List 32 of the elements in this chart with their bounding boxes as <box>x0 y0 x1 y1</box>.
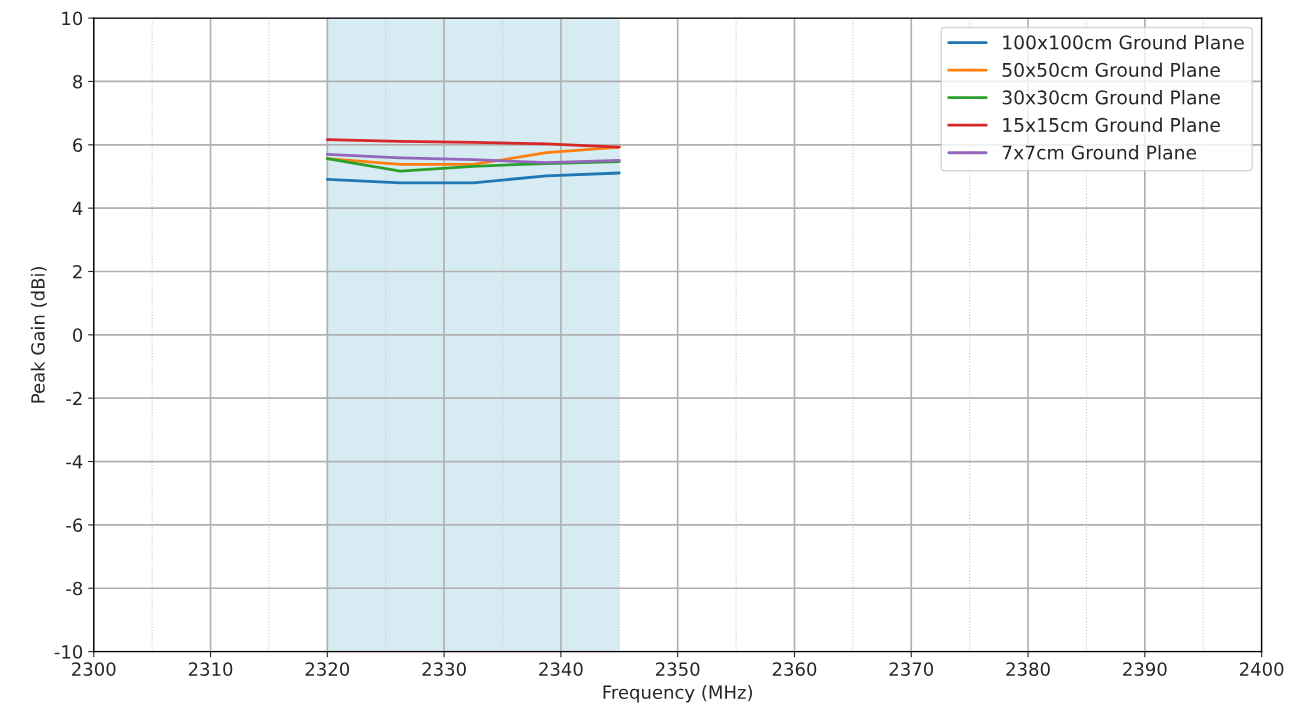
y-tick-label: -4 <box>66 455 83 469</box>
legend-label: 7x7cm Ground Plane <box>1002 145 1197 160</box>
y-tick-label: 6 <box>73 138 83 152</box>
x-tick-label: 2380 <box>1006 662 1050 676</box>
y-tick-label: -10 <box>54 645 83 659</box>
x-tick-label: 2390 <box>1123 662 1167 676</box>
x-tick-label: 2320 <box>305 662 350 676</box>
legend-label: 50x50cm Ground Plane <box>1002 62 1220 78</box>
x-tick-label: 2300 <box>72 662 116 676</box>
y-tick-label: -2 <box>66 391 82 406</box>
y-tick-label: -8 <box>66 581 83 596</box>
x-tick-label: 2370 <box>889 662 934 676</box>
x-tick-label: 2310 <box>188 662 233 676</box>
x-tick-label: 2400 <box>1239 662 1284 676</box>
y-tick-label: 8 <box>73 74 83 89</box>
x-tick-label: 2340 <box>539 662 583 676</box>
y-tick-label: -6 <box>66 518 83 533</box>
y-tick-label: 2 <box>73 264 82 279</box>
y-tick-label: 4 <box>72 201 83 216</box>
line-series <box>325 138 621 149</box>
legend-label: 15x15cm Ground Plane <box>1003 117 1220 133</box>
x-axis-title: Frequency (MHz) <box>603 685 752 703</box>
y-tick-label: 0 <box>73 328 83 342</box>
x-tick-label: 2360 <box>772 662 817 676</box>
line-series <box>325 171 621 185</box>
y-axis-title: Peak Gain (dBi) <box>30 267 47 403</box>
y-tick-label: 10 <box>62 11 83 26</box>
legend-label: 30x30cm Ground Plane <box>1002 90 1220 105</box>
line-series <box>325 152 621 164</box>
x-tick-label: 2350 <box>656 662 700 676</box>
x-tick-label: 2330 <box>422 662 466 676</box>
legend-label: 100x100cm Ground Plane <box>1003 34 1244 50</box>
